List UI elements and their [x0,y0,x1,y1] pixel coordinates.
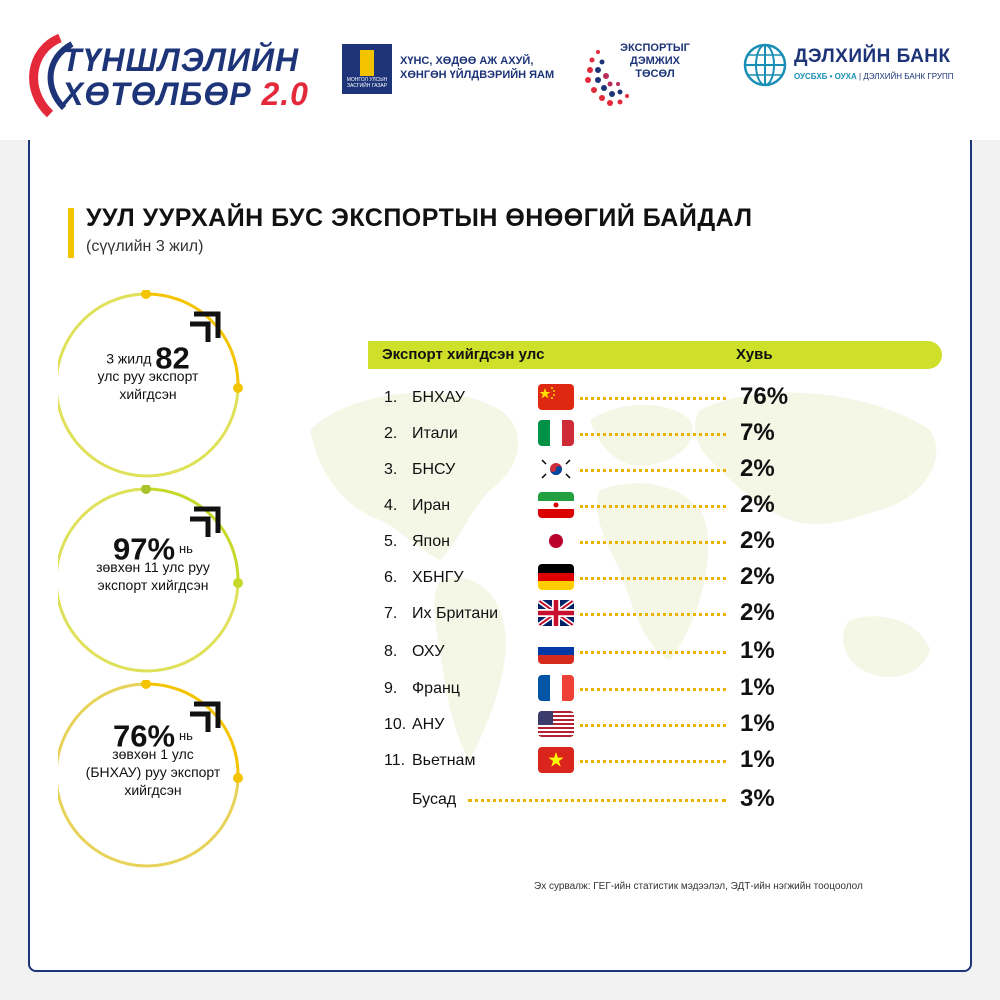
stat-circle-82-countries: 3 жилд 82 улс руу экспорт хийгдсэн [58,290,248,480]
arrow-up-right-icon [190,506,221,537]
japan-flag-icon [538,528,574,554]
emblem-text: МОНГОЛ УЛСЫН ЗАСГИЙН ГАЗАР [346,77,388,89]
table-row: 7. Их Британи 2% [384,599,775,626]
stat-82-value: 82 [155,340,190,376]
header-country: Экспорт хийгдсэн улс [382,346,545,363]
source-note: Эх сурвалж: ГЕГ-ийн статистик мэдээлэл, … [534,881,863,892]
page-title: УУЛ УУРХАЙН БУС ЭКСПОРТЫН ӨНӨӨГИЙ БАЙДАЛ [86,204,753,232]
share-value: 2% [740,563,775,590]
stat-82-text: 3 жилд 82 улс руу экспорт хийгдсэн [97,340,199,403]
table-header: Экспорт хийгдсэн улс Хувь [368,341,942,369]
dots-sphere-icon [585,50,629,106]
share-value: 76% [740,383,789,410]
stat-76-text: 76% нь зөвхөн 1 улс (БНХАУ) руу экспорт … [85,718,221,799]
table-row: 1. БНХАУ 76% [384,383,789,410]
germany-flag-icon [538,564,574,590]
korea-flag-icon [538,456,574,482]
logo-version: 2.0 [261,76,309,112]
world-map-background [310,392,937,760]
ministry-logo: МОНГОЛ УЛСЫН ЗАСГИЙН ГАЗАР ХҮНС, ХӨДӨӨ А… [342,44,562,94]
stat-circle-97-percent: 97% нь зөвхөн 11 улс руу экспорт хийгдсэ… [58,485,248,675]
arrow-up-right-icon [190,311,221,342]
soyombo-icon [360,50,374,76]
ministry-name: ХҮНС, ХӨДӨӨ АЖ АХУЙ, ХӨНГӨН ҮЙЛДВЭРИЙН Я… [400,55,555,81]
circle-ring [58,680,243,868]
circle-ring [58,485,243,673]
content-frame [28,28,972,972]
logo-line1: ТҮНШЛЭЛИЙН [62,42,300,78]
table-row: 8. ОХУ 1% [384,637,775,664]
usa-flag-icon [538,711,574,737]
china-flag-icon [538,384,574,410]
table-row: 2. Итали 7% [384,419,775,446]
share-value: 7% [740,419,775,446]
stat-97-text: 97% нь зөвхөн 11 улс руу экспорт хийгдсэ… [96,531,210,594]
table-row: 4. Иран 2% [384,491,775,518]
share-value: 1% [740,674,775,701]
header: ТҮНШЛЭЛИЙН ХӨТӨЛБӨР 2.0 МОНГОЛ УЛСЫН ЗАС… [0,0,1000,140]
export-support-project-logo: ЭКСПОРТЫГ ДЭМЖИХ ТӨСӨЛ [580,40,720,110]
share-value: 3% [740,785,775,812]
italy-flag-icon [538,420,574,446]
stat-97-value: 97% [113,531,176,567]
share-value: 2% [740,527,775,554]
partnership-program-logo: ТҮНШЛЭЛИЙН ХӨТӨЛБӨР 2.0 [20,30,320,120]
france-flag-icon [538,675,574,701]
table-row: 5. Япон 2% [384,527,775,554]
world-bank-logo: ДЭЛХИЙН БАНК ОУСБХБ • ОУХА | ДЭЛХИЙН БАН… [742,42,982,92]
share-value: 2% [740,455,775,482]
iran-flag-icon [538,492,574,518]
world-bank-name: ДЭЛХИЙН БАНК [794,46,951,67]
title-accent-bar [68,208,74,258]
table-row-other: Бусад 3% [412,785,775,812]
arrow-up-right-icon [190,701,221,732]
share-value: 2% [740,599,775,626]
share-value: 2% [740,491,775,518]
circle-ring [58,290,243,478]
page-subtitle: (сүүлийн 3 жил) [86,238,204,255]
government-emblem: МОНГОЛ УЛСЫН ЗАСГИЙН ГАЗАР [342,44,392,94]
table-row: 11. Вьетнам 1% [384,746,775,773]
project-name: ЭКСПОРТЫГ ДЭМЖИХ ТӨСӨЛ [620,42,690,80]
world-bank-subtitle: ОУСБХБ • ОУХА | ДЭЛХИЙН БАНК ГРУПП [794,72,954,81]
stat-76-value: 76% [113,718,176,754]
logo-line2: ХӨТӨЛБӨР 2.0 [62,76,309,112]
vietnam-flag-icon [538,747,574,773]
share-value: 1% [740,637,775,664]
swoosh-icon [29,33,74,118]
share-value: 1% [740,710,775,737]
table-row: 6. ХБНГУ 2% [384,563,775,590]
table-row: 9. Франц 1% [384,674,775,701]
header-share: Хувь [736,346,773,363]
table-row: 10. АНУ 1% [384,710,775,737]
russia-flag-icon [538,638,574,664]
share-value: 1% [740,746,775,773]
stat-circle-76-percent: 76% нь зөвхөн 1 улс (БНХАУ) руу экспорт … [58,680,248,870]
table-row: 3. БНСУ 2% [384,455,775,482]
globe-icon [743,43,787,87]
uk-flag-icon [538,600,574,626]
